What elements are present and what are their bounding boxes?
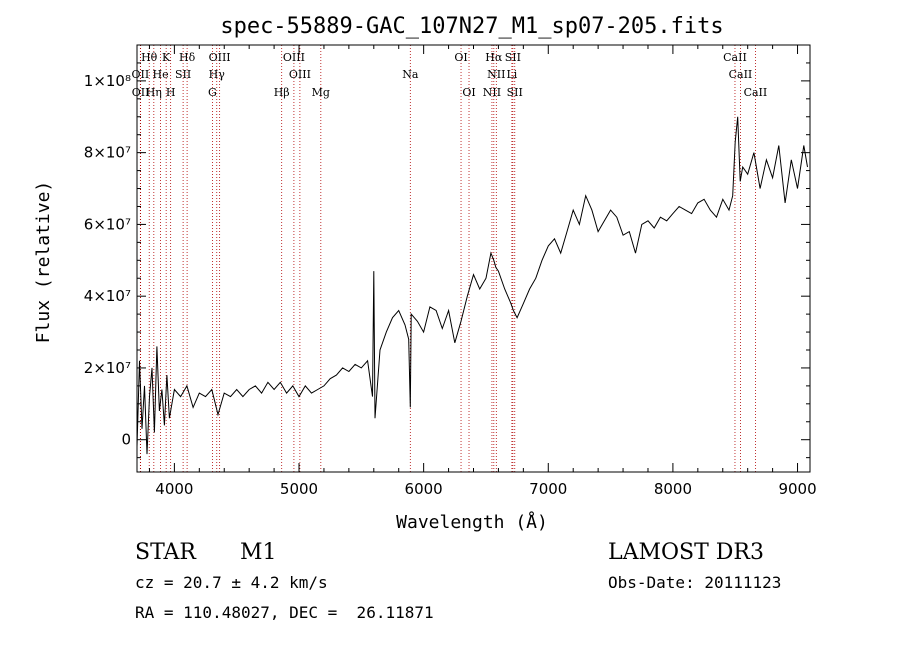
spectral-line-label: SII (507, 86, 523, 99)
spectral-line-label: K (162, 51, 171, 64)
spectral-line-label: OII (132, 86, 150, 99)
redshift-velocity: cz = 20.7 ± 4.2 km/s (135, 573, 328, 592)
spectral-line-label: Hδ (179, 51, 196, 64)
spectral-line-label: G (208, 86, 217, 99)
y-tick-label: 0 (121, 431, 131, 449)
y-tick-label: 4×10⁷ (84, 287, 131, 305)
spectral-line-label: OI (462, 86, 475, 99)
spectral-line-label: Hβ (274, 86, 290, 99)
spectral-line-label: OII (132, 68, 150, 81)
spectral-line-label: H (166, 86, 176, 99)
x-tick-label: 9000 (778, 480, 816, 498)
spectral-line-label: Hθ (141, 51, 158, 64)
spectral-line-label: NII (487, 68, 505, 81)
spectral-line-label: He (153, 68, 169, 81)
spectral-line-markers (139, 45, 756, 472)
spectral-line-label: OIII (289, 68, 311, 81)
y-tick-label: 2×10⁷ (84, 359, 131, 377)
spectral-line-label: CaII (744, 86, 768, 99)
y-tick-label: 1×10⁸ (84, 72, 131, 90)
observation-date: Obs-Date: 20111123 (608, 573, 782, 592)
chart-title: spec-55889-GAC_107N27_M1_sp07-205.fits (220, 14, 723, 39)
spectral-line-label: Na (402, 68, 419, 81)
spectral-line-label: SII (175, 68, 191, 81)
sky-coordinates: RA = 110.48027, DEC = 26.11871 (135, 603, 434, 622)
spectral-line-label: Hγ (209, 68, 226, 81)
spectral-line-label: Li (506, 68, 517, 81)
spectral-line-label: CaII (723, 51, 747, 64)
spectral-line-label: OIII (283, 51, 305, 64)
y-tick-label: 8×10⁷ (84, 144, 131, 162)
spectral-line-label: Hη (146, 86, 162, 99)
spectral-line-label: OI (454, 51, 467, 64)
spectral-line-label: CaII (729, 68, 753, 81)
survey-name: LAMOST DR3 (608, 540, 764, 565)
spectral-line-label: OIII (209, 51, 231, 64)
spectrum-series-line (136, 116, 808, 455)
spectral-line-label: Hα (485, 51, 503, 64)
x-axis-ticks: 4000 5000 6000 7000 8000 9000 (148, 45, 817, 498)
y-tick-label: 6×10⁷ (84, 215, 131, 233)
y-axis-label: Flux (relative) (33, 181, 54, 344)
spectral-line-label: SII (505, 51, 521, 64)
x-tick-label: 7000 (529, 480, 567, 498)
spectral-line-label: NII (483, 86, 501, 99)
x-tick-label: 6000 (405, 480, 443, 498)
x-tick-label: 4000 (155, 480, 193, 498)
plot-frame (136, 44, 811, 473)
y-axis-ticks: 0 2×10⁷ 4×10⁷ 6×10⁷ 8×10⁷ 1×10⁸ (84, 62, 810, 459)
spectral-line-label: Mg (312, 86, 330, 99)
x-tick-label: 5000 (280, 480, 318, 498)
x-axis-label: Wavelength (Å) (396, 511, 548, 533)
object-subclass: M1 (240, 540, 277, 565)
x-tick-label: 8000 (654, 480, 692, 498)
object-class: STAR (135, 540, 196, 565)
